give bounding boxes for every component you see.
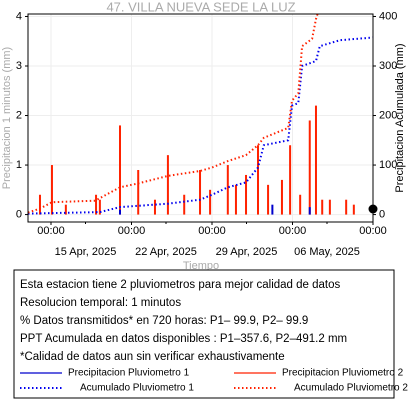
y2-tick-label: 300 bbox=[379, 60, 397, 72]
cumulative-line bbox=[28, 36, 373, 215]
bar bbox=[271, 204, 274, 215]
bar bbox=[308, 120, 311, 215]
bar bbox=[166, 155, 169, 215]
bar bbox=[280, 179, 283, 215]
bar bbox=[137, 170, 140, 215]
bar bbox=[267, 184, 270, 215]
x-tick-label: 00:00 bbox=[198, 225, 226, 237]
y-tick-label: 0 bbox=[16, 208, 22, 220]
bar bbox=[257, 145, 259, 215]
y2-axis-label: Precipitacion Acumulada (mm) bbox=[394, 43, 406, 192]
bar bbox=[328, 199, 331, 215]
info-box bbox=[13, 269, 395, 399]
y-tick-label: 3 bbox=[16, 60, 22, 72]
bar bbox=[299, 194, 302, 215]
bar bbox=[245, 174, 248, 215]
y2-tick-label: 100 bbox=[379, 159, 397, 171]
bar bbox=[199, 170, 202, 215]
x-axis-label: Tiempo bbox=[183, 260, 219, 272]
bar bbox=[95, 194, 98, 215]
end-marker bbox=[368, 204, 378, 214]
x-tick-label: 00:00 bbox=[118, 225, 146, 237]
y2-tick-label: 0 bbox=[379, 208, 385, 220]
bar bbox=[209, 189, 212, 215]
y2-tick-label: 400 bbox=[379, 10, 397, 22]
x-tick-label: 00:00 bbox=[37, 225, 65, 237]
bar bbox=[234, 184, 237, 215]
info-line: PPT Acumulada en datos disponibles : P1–… bbox=[20, 333, 347, 345]
legend-label: Precipitacion Pluviometro 2 bbox=[282, 368, 404, 379]
chart-title: 47. VILLA NUEVA SEDE LA LUZ bbox=[106, 0, 295, 14]
bar bbox=[308, 207, 311, 215]
info-line: % Datos transmitidos* en 720 horas: P1– … bbox=[20, 315, 308, 327]
x-date-label: 22 Apr, 2025 bbox=[135, 246, 197, 258]
legend-label: Acumulado Pluviometro 1 bbox=[80, 383, 194, 394]
bar bbox=[289, 145, 292, 215]
bar bbox=[119, 125, 121, 215]
bar bbox=[50, 165, 53, 215]
bar bbox=[314, 105, 317, 215]
info-line: *Calidad de datos aun sin verificar exha… bbox=[20, 351, 285, 363]
info-line: Esta estacion tiene 2 pluviometros para … bbox=[20, 279, 341, 291]
y-tick-label: 2 bbox=[16, 109, 22, 121]
info-line: Resolucion temporal: 1 minutos bbox=[20, 297, 181, 309]
y2-tick-label: 200 bbox=[379, 109, 397, 121]
plot-area bbox=[28, 14, 373, 222]
bar bbox=[321, 199, 324, 215]
x-tick-label: 00:00 bbox=[359, 225, 387, 237]
x-date-label: 29 Apr, 2025 bbox=[216, 246, 278, 258]
bar bbox=[119, 209, 121, 215]
bar bbox=[153, 199, 156, 215]
x-date-label: 15 Apr, 2025 bbox=[55, 246, 117, 258]
x-tick-label: 00:00 bbox=[279, 225, 307, 237]
bar bbox=[98, 199, 101, 215]
legend-label: Acumulado Pluviometro 2 bbox=[294, 383, 408, 394]
info-panel: Esta estacion tiene 2 pluviometros para … bbox=[20, 279, 408, 394]
bar bbox=[352, 204, 355, 215]
bar bbox=[183, 194, 186, 215]
bar bbox=[345, 199, 348, 215]
y-tick-label: 1 bbox=[16, 159, 22, 171]
legend-label: Precipitacion Pluviometro 1 bbox=[68, 368, 190, 379]
plot-frame bbox=[27, 13, 374, 223]
bar bbox=[38, 194, 41, 215]
y-tick-label: 4 bbox=[16, 10, 22, 22]
bar bbox=[226, 165, 229, 215]
bar bbox=[64, 204, 67, 215]
y-axis-label: Precipitacion 1 minutos (mm) bbox=[1, 47, 13, 189]
x-date-label: 06 May, 2025 bbox=[294, 246, 360, 258]
